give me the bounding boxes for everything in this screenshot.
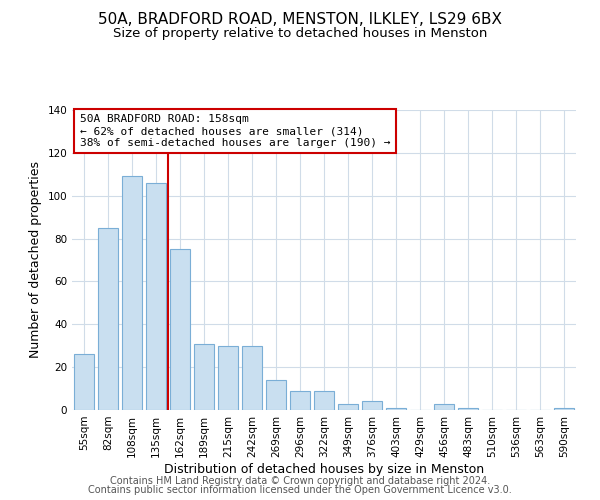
Bar	[98, 228, 118, 410]
Bar	[434, 404, 454, 410]
Text: Contains HM Land Registry data © Crown copyright and database right 2024.: Contains HM Land Registry data © Crown c…	[110, 476, 490, 486]
Bar	[554, 408, 574, 410]
X-axis label: Distribution of detached houses by size in Menston: Distribution of detached houses by size …	[164, 462, 484, 475]
Bar	[386, 408, 406, 410]
Bar	[362, 402, 382, 410]
Text: Contains public sector information licensed under the Open Government Licence v3: Contains public sector information licen…	[88, 485, 512, 495]
Bar	[194, 344, 214, 410]
Bar	[266, 380, 286, 410]
Y-axis label: Number of detached properties: Number of detached properties	[29, 162, 42, 358]
Bar	[170, 250, 190, 410]
Bar	[290, 390, 310, 410]
Bar	[218, 346, 238, 410]
Bar	[314, 390, 334, 410]
Bar	[242, 346, 262, 410]
Text: Size of property relative to detached houses in Menston: Size of property relative to detached ho…	[113, 28, 487, 40]
Bar	[122, 176, 142, 410]
Bar	[338, 404, 358, 410]
Bar	[146, 183, 166, 410]
Bar	[458, 408, 478, 410]
Text: 50A, BRADFORD ROAD, MENSTON, ILKLEY, LS29 6BX: 50A, BRADFORD ROAD, MENSTON, ILKLEY, LS2…	[98, 12, 502, 28]
Bar	[74, 354, 94, 410]
Text: 50A BRADFORD ROAD: 158sqm
← 62% of detached houses are smaller (314)
38% of semi: 50A BRADFORD ROAD: 158sqm ← 62% of detac…	[80, 114, 390, 148]
